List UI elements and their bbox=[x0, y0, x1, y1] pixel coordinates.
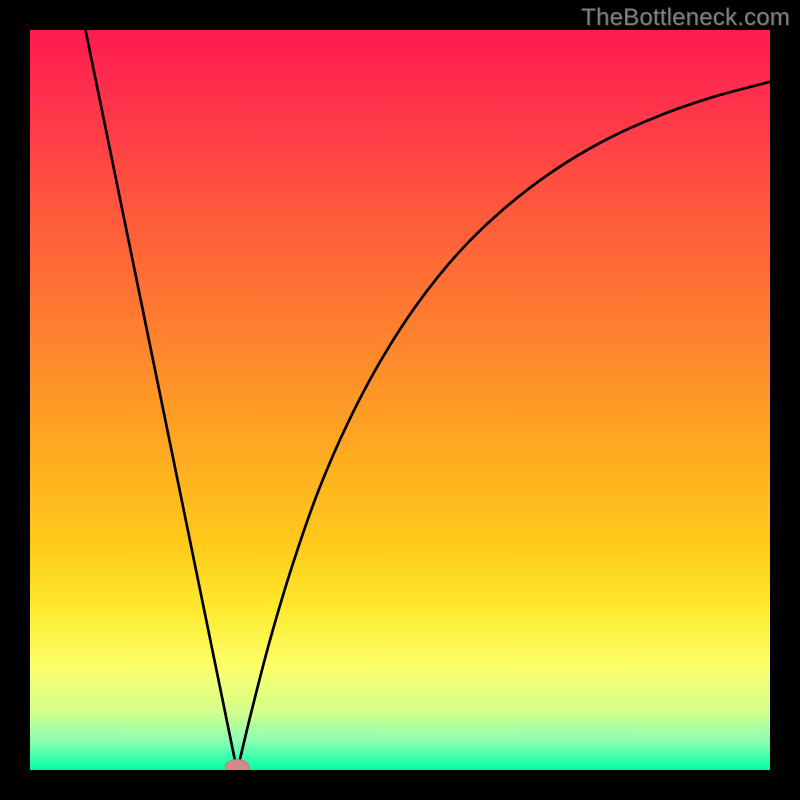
chart-svg bbox=[30, 30, 770, 770]
plot-background bbox=[30, 30, 770, 770]
figure-container: TheBottleneck.com bbox=[0, 0, 800, 800]
minimum-marker bbox=[225, 760, 249, 770]
watermark-text: TheBottleneck.com bbox=[581, 4, 790, 32]
plot-area bbox=[30, 30, 770, 770]
